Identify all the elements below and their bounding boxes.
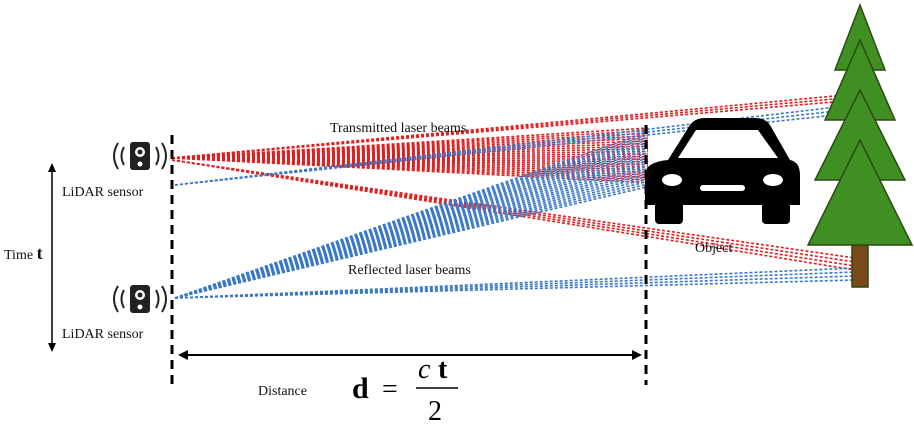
arrow-head <box>48 343 56 352</box>
formula-t: t <box>438 354 448 385</box>
sensor-icon <box>113 142 167 170</box>
laser-beam <box>174 136 649 299</box>
tree <box>806 2 914 288</box>
object-label: Object <box>695 241 732 256</box>
laser-beam <box>171 157 649 173</box>
laser-beam <box>174 133 649 299</box>
sensor-label: LiDAR sensor <box>62 327 144 342</box>
arrow-head <box>178 350 188 360</box>
laser-beam <box>174 275 856 299</box>
formula-c: c <box>418 354 431 385</box>
laser-beam <box>171 145 649 159</box>
laser-beam <box>174 167 649 299</box>
formula-equals: = <box>382 374 398 405</box>
laser-beam <box>171 157 649 171</box>
arrow-head <box>48 163 56 172</box>
laser-beam <box>171 127 649 159</box>
laser-beam <box>171 155 649 159</box>
laser-beam <box>171 157 649 176</box>
laser-beam <box>174 170 649 299</box>
laser-beam <box>174 185 649 299</box>
laser-beam <box>171 135 649 159</box>
laser-beam <box>174 139 649 299</box>
time-symbol: t <box>37 243 43 263</box>
laser-beam <box>174 279 856 299</box>
formula-lhs: d <box>352 372 369 405</box>
laser-beam <box>171 132 649 159</box>
laser-beam <box>171 150 649 159</box>
laser-beam <box>174 172 649 299</box>
transmitted-label: Transmitted laser beams <box>330 121 466 136</box>
distance-label: Distance <box>258 384 307 399</box>
sensor-label: LiDAR sensor <box>62 185 144 200</box>
laser-beam <box>171 159 856 271</box>
laser-beam <box>171 129 649 159</box>
reflected-label: Reflected laser beams <box>348 263 471 278</box>
time-word: Time <box>4 248 33 263</box>
laser-beam <box>174 267 856 299</box>
laser-beam <box>174 131 649 299</box>
laser-beam <box>174 165 649 299</box>
laser-beam <box>174 271 856 299</box>
formula-denominator: 2 <box>428 396 442 426</box>
laser-beam <box>171 100 846 159</box>
arrow-head <box>632 350 642 360</box>
laser-beam <box>171 148 649 159</box>
time-label: Time t <box>4 243 43 263</box>
sensor-icon <box>113 285 167 313</box>
laser-beam <box>171 153 649 159</box>
laser-beam <box>171 142 649 159</box>
car <box>645 118 800 224</box>
